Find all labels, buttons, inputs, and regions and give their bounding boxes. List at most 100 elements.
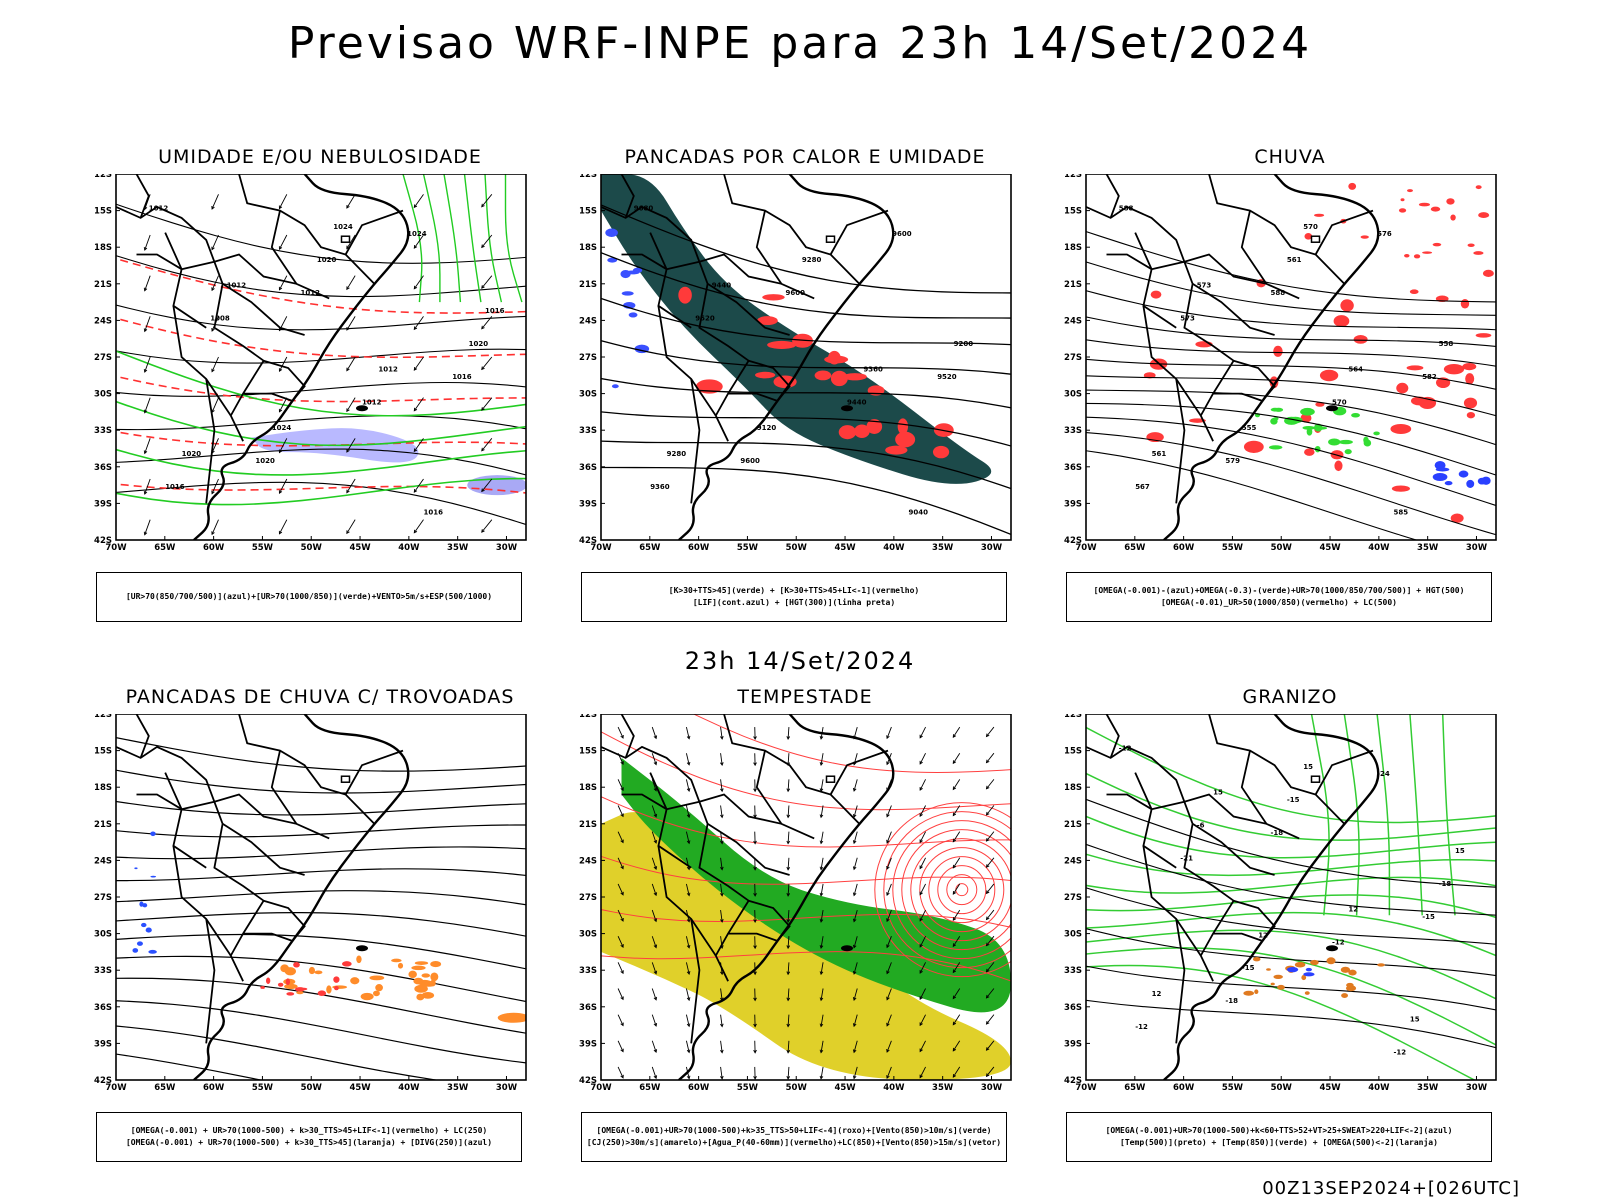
wind-vector (685, 988, 690, 1001)
state-border (1134, 232, 1177, 329)
lat-tick-label: 42S (579, 536, 597, 546)
lon-tick-label: 40W (883, 543, 905, 553)
hgt500-line (1086, 389, 1496, 446)
wind-arrow (278, 368, 283, 373)
wind-vector (952, 838, 957, 843)
wind-vector (886, 988, 892, 1000)
contour-label: 9360 (863, 366, 883, 374)
streamline-850 (928, 856, 996, 924)
hgt500-line (1086, 261, 1496, 316)
thunder-orange-area (350, 977, 360, 985)
wind-arrow (413, 438, 424, 452)
contour-label: 1012 (362, 399, 382, 407)
divergence-blue-area (142, 903, 148, 908)
contour-label: 567 (1135, 483, 1150, 491)
streamline (116, 911, 526, 937)
wind-vector (886, 883, 892, 896)
wind-vector (986, 962, 995, 973)
wind-arrow (279, 194, 288, 209)
lat-tick-label: 24S (1064, 856, 1082, 866)
legend-line: [OMEGA(-0.001)-(azul)+OMEGA(-0.3)-(verde… (1093, 586, 1465, 595)
isobar (116, 304, 526, 331)
lon-tick-label: 30W (1466, 1083, 1488, 1093)
streamline-850 (901, 829, 1011, 951)
wind-arrow (413, 397, 424, 412)
wind-vector (986, 857, 995, 868)
state-border (1142, 845, 1202, 957)
lat-tick-label: 39S (579, 1039, 597, 1049)
wind-vector (886, 944, 890, 949)
streamline-850 (874, 802, 1011, 978)
contour-label: 1024 (272, 424, 292, 432)
rain-green-area (1351, 413, 1360, 418)
wind-arrow (278, 449, 283, 454)
wind-arrow (211, 490, 215, 495)
streamline-850 (692, 714, 1011, 773)
lon-tick-label: 60W (688, 543, 710, 553)
lat-tick-label: 30S (94, 390, 112, 400)
wind-vector (986, 935, 995, 946)
state-border (728, 932, 778, 942)
legend-line: [LIF](cont.azul) + [HGT(300)](linha pret… (692, 598, 896, 607)
lat-tick-label: 33S (94, 966, 112, 976)
wind-arrow (279, 519, 288, 535)
panel-title: PANCADAS POR CALOR E UMIDADE (624, 146, 986, 168)
lon-tick-label: 45W (349, 1083, 371, 1093)
thunder-red-area (341, 961, 352, 967)
legend-granizo: [OMEGA(-0.001)+UR>70(1000-500)+k<60+TTS>… (1066, 1112, 1492, 1162)
lon-tick-label: 40W (1368, 1083, 1390, 1093)
lat-tick-label: 42S (579, 1076, 597, 1086)
wind-vector (786, 788, 791, 793)
instability-red-area (757, 316, 778, 326)
panel-trovoadas: PANCADAS DE CHUVA C/ TROVOADAS 12S 15S 18S… (80, 686, 560, 1176)
temp500-line (1086, 928, 1496, 977)
wind-vector (852, 918, 857, 923)
wind-vector (620, 944, 624, 948)
contour-label: 9440 (712, 281, 732, 289)
wind-arrow (278, 327, 283, 332)
state-border (1105, 714, 1120, 759)
wind-arrow (413, 194, 424, 208)
lat-tick-label: 39S (1064, 499, 1082, 509)
thunder-red-area (265, 977, 271, 984)
lon-tick-label: 40W (883, 1083, 905, 1093)
state-border (601, 205, 750, 442)
rain-red-area (1189, 418, 1206, 423)
state-border (243, 932, 293, 942)
wind-vector (952, 943, 957, 948)
rain-red-area (1407, 189, 1413, 193)
map-chuva: 588 588 582 579 576 573 570 567 561 558 555 585 573 5… (1064, 174, 1497, 553)
temp850-line (1343, 714, 1360, 916)
omega-orange-area (1346, 982, 1354, 988)
wind-arrow (346, 286, 350, 291)
wind-vector (852, 1049, 857, 1054)
lat-tick-label: 33S (579, 966, 597, 976)
streamline (116, 769, 526, 794)
hgt300-line (601, 411, 1011, 447)
wind-vector (617, 726, 624, 739)
state-border (620, 714, 635, 759)
state-border (748, 899, 791, 942)
contour-label: 9520 (695, 314, 715, 322)
wind-vector (819, 945, 824, 949)
omega-orange-area (1326, 957, 1336, 965)
wind-vector (653, 813, 658, 818)
lon-tick-label: 65W (1124, 543, 1146, 553)
wind-vector (787, 857, 790, 870)
wind-vector (985, 968, 990, 973)
wind-vector (886, 996, 890, 1001)
wind-vector (753, 840, 757, 845)
wind-vector (720, 736, 724, 740)
contour-label: 570 (1303, 223, 1318, 231)
temp500-line (1086, 965, 1496, 1011)
wind-vector (787, 988, 790, 1001)
rain-red-area (1450, 513, 1464, 523)
hgt500-line (1086, 402, 1496, 476)
wind-arrow (279, 478, 288, 494)
rain-red-area (1360, 235, 1369, 239)
state-border (666, 253, 815, 300)
wind-vector (620, 917, 624, 922)
temp850-line (1086, 815, 1496, 859)
contour-label: 9600 (786, 289, 806, 297)
wind-vector (886, 936, 892, 948)
